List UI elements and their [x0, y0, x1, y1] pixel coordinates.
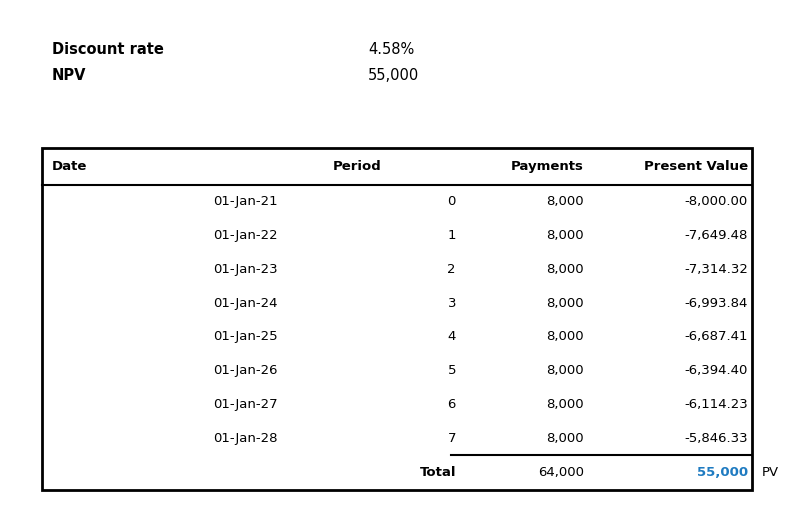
Text: -7,649.48: -7,649.48 — [684, 229, 747, 242]
Text: 7: 7 — [447, 432, 456, 444]
Text: 8,000: 8,000 — [546, 296, 583, 310]
Text: PV: PV — [761, 466, 779, 479]
Text: 01-Jan-24: 01-Jan-24 — [213, 296, 277, 310]
Text: -5,846.33: -5,846.33 — [684, 432, 747, 444]
Text: 01-Jan-21: 01-Jan-21 — [213, 196, 277, 208]
Text: 01-Jan-27: 01-Jan-27 — [213, 398, 277, 411]
Text: 8,000: 8,000 — [546, 432, 583, 444]
Text: 8,000: 8,000 — [546, 364, 583, 377]
Text: 01-Jan-25: 01-Jan-25 — [213, 330, 277, 344]
Text: 55,000: 55,000 — [367, 68, 418, 82]
Text: 55,000: 55,000 — [696, 466, 747, 479]
Text: -6,993.84: -6,993.84 — [684, 296, 747, 310]
Bar — [42, 148, 751, 490]
Text: Payments: Payments — [510, 160, 583, 173]
Text: -6,114.23: -6,114.23 — [684, 398, 747, 411]
Text: -7,314.32: -7,314.32 — [684, 263, 747, 276]
Text: 5: 5 — [447, 364, 456, 377]
Bar — [465, 185, 587, 455]
Text: Discount rate: Discount rate — [52, 42, 164, 57]
Text: Period: Period — [333, 160, 381, 173]
Text: 01-Jan-22: 01-Jan-22 — [213, 229, 277, 242]
Text: 0: 0 — [447, 196, 456, 208]
Text: 2: 2 — [447, 263, 456, 276]
Text: 8,000: 8,000 — [546, 398, 583, 411]
Text: 6: 6 — [447, 398, 456, 411]
Text: 4: 4 — [447, 330, 456, 344]
Text: -8,000.00: -8,000.00 — [684, 196, 747, 208]
Text: 3: 3 — [447, 296, 456, 310]
Text: Date: Date — [52, 160, 88, 173]
Text: 8,000: 8,000 — [546, 263, 583, 276]
Text: 4.58%: 4.58% — [367, 42, 414, 57]
Text: 8,000: 8,000 — [546, 330, 583, 344]
Text: -6,394.40: -6,394.40 — [684, 364, 747, 377]
Text: NPV: NPV — [52, 68, 87, 82]
Text: 01-Jan-23: 01-Jan-23 — [213, 263, 277, 276]
Text: -6,687.41: -6,687.41 — [684, 330, 747, 344]
Text: 8,000: 8,000 — [546, 196, 583, 208]
Text: 01-Jan-28: 01-Jan-28 — [213, 432, 277, 444]
Text: 1: 1 — [447, 229, 456, 242]
Text: 8,000: 8,000 — [546, 229, 583, 242]
Text: Total: Total — [419, 466, 456, 479]
Text: Present Value: Present Value — [643, 160, 747, 173]
Text: 01-Jan-26: 01-Jan-26 — [213, 364, 277, 377]
Text: 64,000: 64,000 — [538, 466, 583, 479]
